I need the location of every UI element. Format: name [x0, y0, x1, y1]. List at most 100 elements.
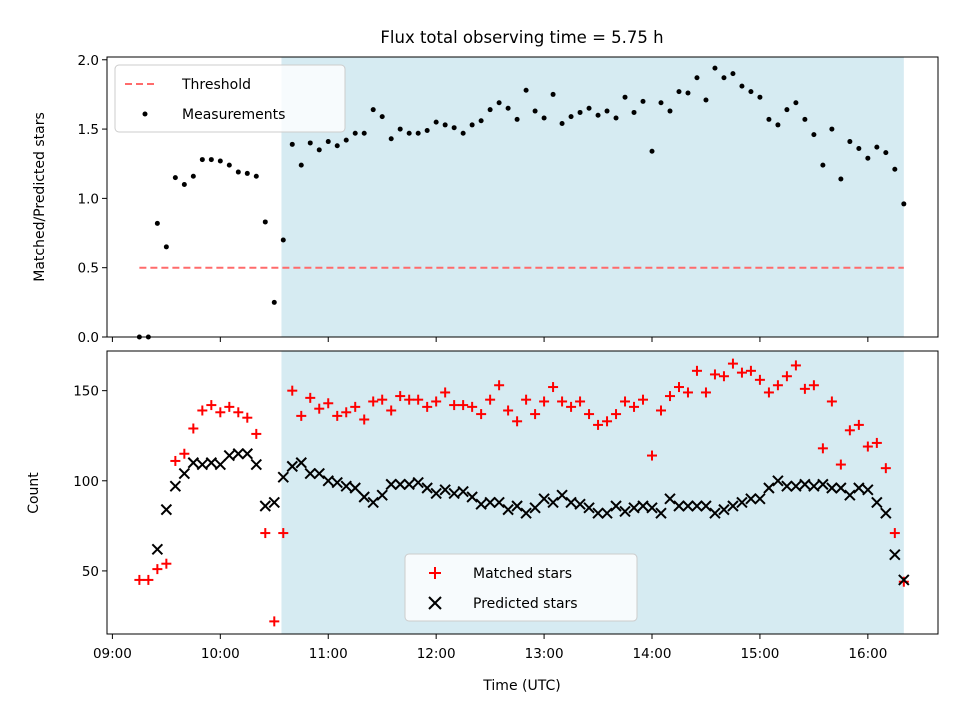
marker-stroke — [430, 487, 442, 500]
predicted-star-marker — [709, 507, 721, 519]
marker-stroke — [457, 485, 469, 498]
matched-star-marker — [332, 410, 343, 421]
predicted-star-marker — [304, 467, 316, 480]
bottom-panel: 50 100 150 09:00 10:00 11:00 12:00 13:00 14:00 1… — [26, 350, 939, 694]
y-tick-label: 50 — [82, 564, 99, 580]
marker-stroke — [475, 498, 487, 510]
measurement-point — [595, 112, 601, 118]
matched-star-marker — [763, 387, 774, 398]
legend-measurements-swatch — [142, 111, 148, 117]
measurement-point — [712, 65, 718, 71]
matched-star-marker — [745, 365, 756, 376]
measurement-point — [208, 157, 214, 163]
matched-star-marker — [215, 407, 226, 418]
matched-star-marker — [260, 528, 271, 539]
marker-stroke — [340, 480, 352, 492]
matched-star-marker — [350, 401, 361, 412]
chart-title: Flux total observing time = 5.75 h — [380, 28, 663, 47]
marker-stroke — [565, 496, 577, 509]
predicted-star-marker — [466, 491, 478, 503]
marker-stroke — [538, 493, 550, 505]
matched-star-marker — [206, 400, 217, 411]
top-panel: 0.00.51.01.52.0 Matched/Predicted stars … — [32, 53, 939, 346]
matched-star-marker — [242, 412, 253, 423]
matched-star-marker — [799, 383, 810, 394]
marker-stroke — [727, 500, 739, 512]
measurement-point — [739, 83, 745, 89]
measurement-point — [307, 140, 313, 146]
predicted-star-marker — [448, 487, 460, 500]
measurement-point — [838, 176, 844, 182]
predicted-star-marker — [745, 493, 757, 505]
measurement-point — [694, 75, 700, 81]
measurement-point — [523, 87, 529, 93]
predicted-star-marker — [457, 485, 469, 498]
matched-star-marker — [629, 401, 640, 412]
measurement-point — [802, 116, 808, 122]
matched-star-marker — [790, 360, 801, 371]
bottom-y-ticks: 50 100 150 — [73, 384, 107, 580]
marker-stroke — [736, 496, 748, 509]
measurement-point — [442, 122, 448, 128]
marker-stroke — [187, 457, 200, 469]
predicted-star-marker — [574, 498, 586, 510]
measurement-point — [730, 71, 736, 77]
matched-star-marker — [826, 396, 837, 407]
measurement-point — [829, 126, 835, 132]
marker-stroke — [871, 496, 883, 509]
measurement-point — [487, 107, 493, 113]
matched-star-marker — [539, 396, 550, 407]
measurement-point — [874, 144, 880, 150]
measurement-point — [388, 136, 394, 142]
predicted-star-marker — [529, 502, 541, 514]
predicted-star-marker — [412, 476, 424, 489]
marker-stroke — [655, 507, 667, 519]
measurement-point — [406, 130, 412, 136]
measurement-point — [766, 116, 772, 122]
measurement-point — [235, 169, 241, 175]
predicted-star-marker — [286, 460, 298, 473]
marker-stroke — [502, 503, 514, 516]
legend-predicted-swatch — [428, 596, 442, 610]
measurement-point — [622, 94, 628, 100]
bottom-legend-box — [404, 553, 638, 622]
matched-star-marker — [781, 371, 792, 382]
matched-star-marker — [593, 419, 604, 430]
measurement-point — [757, 94, 763, 100]
marker-stroke — [268, 496, 280, 509]
measurement-point — [793, 100, 799, 106]
matched-star-marker — [862, 441, 873, 452]
marker-stroke — [241, 448, 254, 460]
predicted-star-marker — [583, 502, 595, 514]
predicted-star-marker — [484, 496, 496, 509]
marker-stroke — [448, 487, 460, 500]
matched-star-marker — [691, 365, 702, 376]
measurement-point — [883, 150, 889, 156]
matched-star-marker — [170, 455, 181, 466]
x-tick-label: 15:00 — [740, 646, 779, 662]
predicted-star-marker — [169, 480, 182, 492]
matched-star-marker — [278, 528, 289, 539]
measurement-point — [586, 105, 592, 111]
matched-star-marker — [314, 403, 325, 414]
marker-stroke — [619, 505, 631, 518]
marker-stroke — [160, 503, 173, 516]
bottom-axes-frame — [106, 350, 939, 635]
measurement-point — [181, 182, 187, 188]
predicted-star-marker — [799, 478, 811, 491]
marker-stroke — [520, 507, 532, 519]
predicted-star-marker — [331, 476, 343, 489]
marker-stroke — [664, 493, 676, 505]
marker-stroke — [808, 480, 820, 492]
predicted-star-marker — [358, 491, 370, 503]
marker-stroke — [439, 484, 451, 496]
matched-star-marker — [772, 380, 783, 391]
matched-star-marker — [664, 391, 675, 402]
matched-star-marker — [413, 394, 424, 405]
measurement-point — [424, 127, 430, 133]
predicted-star-marker — [880, 507, 892, 519]
measurement-point — [514, 116, 520, 122]
measurement-point — [649, 148, 655, 154]
matched-star-marker — [808, 380, 819, 391]
top-legend: Threshold Measurements — [114, 64, 346, 133]
